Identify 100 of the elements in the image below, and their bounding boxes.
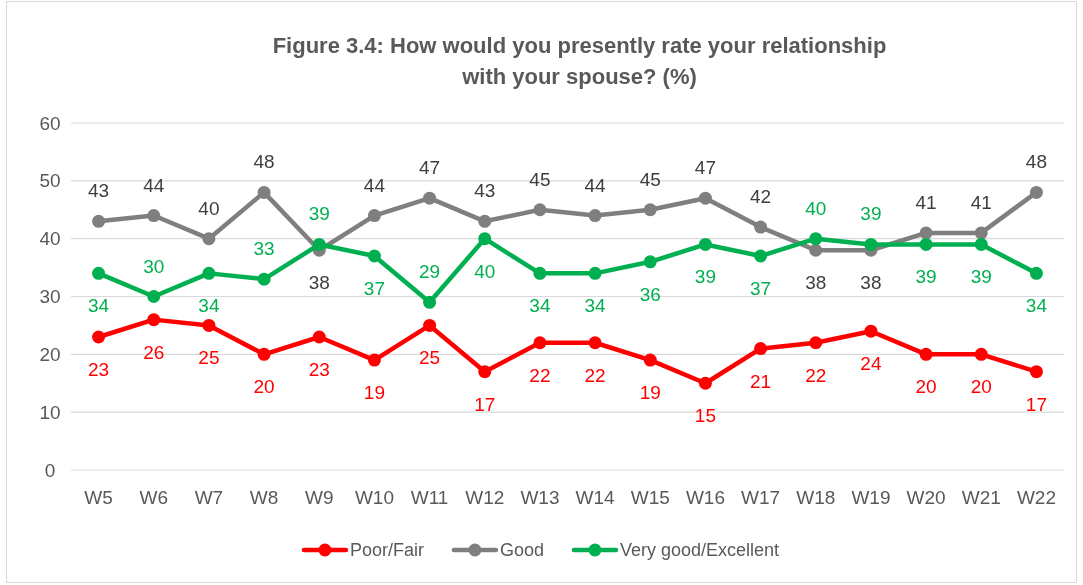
data-label: 21: [750, 370, 772, 392]
data-label: 19: [363, 382, 385, 404]
data-label: 26: [143, 341, 165, 363]
data-label: 23: [308, 358, 330, 380]
x-tick-label: W8: [249, 487, 279, 508]
data-label: 23: [88, 358, 110, 380]
data-label: 38: [308, 272, 330, 294]
data-label: 48: [253, 151, 275, 173]
chart-title: Figure 3.4: How would you presently rate your relationship with your spouse? (%): [272, 33, 887, 89]
data-label: 15: [694, 405, 716, 427]
x-tick-label: W10: [354, 487, 394, 508]
point: [312, 330, 326, 344]
data-label: 47: [419, 157, 441, 179]
point: [588, 266, 602, 280]
point: [147, 209, 161, 223]
data-label: 22: [529, 364, 551, 386]
data-label: 34: [198, 295, 220, 317]
data-label: 39: [970, 266, 992, 288]
x-tick-label: W16: [685, 487, 725, 508]
y-tick-label: 60: [39, 112, 61, 134]
point: [809, 243, 823, 257]
point: [423, 318, 437, 332]
data-label: 36: [639, 283, 661, 305]
data-label: 24: [860, 353, 882, 375]
data-label: 34: [1025, 295, 1048, 317]
point: [202, 318, 216, 332]
point: [974, 237, 988, 251]
data-label: 34: [584, 295, 607, 317]
point: [919, 237, 933, 251]
point: [202, 266, 216, 280]
data-label: 22: [584, 364, 606, 386]
y-tick-label: 30: [39, 286, 61, 308]
legend-label: Poor/Fair: [349, 540, 424, 561]
data-label: 42: [750, 186, 772, 208]
point: [754, 220, 768, 234]
data-label: 34: [529, 295, 551, 317]
point: [643, 203, 657, 217]
point: [478, 214, 492, 228]
point: [643, 255, 657, 269]
point: [423, 295, 437, 309]
data-label: 33: [253, 238, 275, 260]
point: [147, 313, 161, 327]
point: [312, 237, 326, 251]
point: [1029, 266, 1043, 280]
data-label: 41: [915, 191, 937, 213]
x-tick-label: W11: [410, 487, 449, 508]
point: [754, 249, 768, 263]
x-tick-label: W14: [575, 487, 616, 508]
data-label: 39: [915, 266, 937, 288]
point: [147, 290, 161, 303]
data-label: 22: [805, 364, 827, 386]
x-tick-label: W17: [741, 487, 781, 508]
data-label: 19: [639, 382, 661, 404]
data-label: 47: [694, 157, 716, 179]
point: [92, 266, 106, 280]
x-tick-label: W7: [194, 487, 224, 508]
point: [367, 249, 381, 263]
y-tick-label: 10: [39, 401, 61, 423]
data-label: 17: [474, 393, 496, 415]
point: [533, 203, 547, 217]
data-label: 29: [419, 261, 441, 283]
data-label: 34: [88, 295, 110, 317]
data-label: 37: [750, 278, 772, 300]
data-label: 44: [584, 174, 607, 196]
point: [92, 214, 106, 228]
point: [809, 336, 823, 350]
x-tick-label: W9: [305, 487, 334, 508]
point: [92, 330, 106, 344]
x-tick-label: W21: [961, 487, 1001, 508]
data-label: 25: [419, 347, 441, 369]
data-label: 44: [143, 174, 165, 196]
x-tick-label: W15: [630, 487, 670, 508]
data-label: 39: [860, 203, 882, 225]
data-label: 30: [143, 255, 165, 277]
point: [974, 347, 988, 361]
data-label: 17: [1025, 393, 1047, 415]
data-label: 45: [529, 168, 551, 190]
point: [754, 342, 768, 356]
point: [423, 191, 437, 205]
data-label: 40: [474, 260, 496, 282]
point: [1029, 185, 1043, 199]
point: [1029, 365, 1043, 379]
data-label: 38: [860, 272, 882, 294]
data-label: 38: [805, 272, 827, 294]
point: [698, 237, 712, 251]
point: [202, 232, 216, 246]
point: [367, 209, 381, 223]
point: [974, 226, 988, 240]
y-tick-label: 50: [39, 170, 61, 192]
point: [864, 324, 878, 338]
point: [478, 232, 492, 246]
data-label: 39: [694, 266, 716, 288]
data-label: 44: [363, 174, 386, 196]
data-label: 48: [1025, 151, 1047, 173]
y-tick-label: 20: [39, 343, 61, 365]
x-tick-label: W22: [1016, 487, 1056, 508]
x-tick-label: W6: [139, 487, 168, 508]
data-label: 20: [915, 376, 937, 398]
x-tick-label: W13: [520, 487, 560, 508]
point: [478, 365, 492, 379]
